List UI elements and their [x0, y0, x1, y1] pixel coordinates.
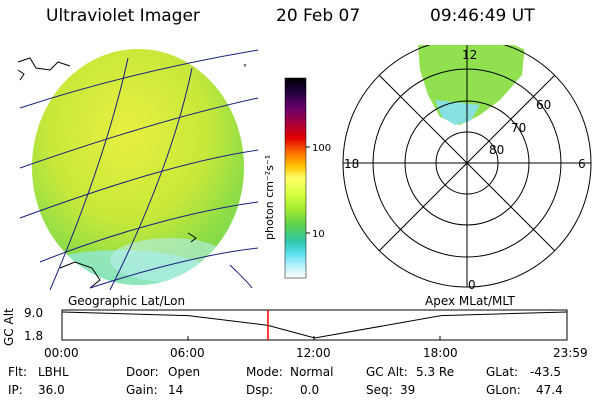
gain-label: Gain: [126, 383, 158, 397]
dsp-label: Dsp: [246, 383, 274, 397]
time-label: 09:46:49 UT [430, 6, 535, 26]
gc-alt-label: GC Alt: [366, 365, 408, 379]
geo-panel-label: Geographic Lat/Lon [68, 294, 186, 308]
filter-value: LBHL [38, 365, 69, 379]
earth-disk [32, 49, 244, 285]
colorbar-gradient [284, 77, 307, 279]
timeline-ylabel: GC Alt [2, 308, 16, 346]
glon-label: GLon: [486, 383, 521, 397]
auroral-cyan [435, 100, 480, 125]
glon-value: 47.4 [536, 383, 563, 397]
geographic-image-panel: ° [17, 49, 259, 290]
coastlines [17, 57, 197, 289]
gc-alt-value: 5.3 Re [416, 365, 455, 379]
instrument-title: Ultraviolet Imager [46, 6, 200, 26]
door-label: Door: [126, 365, 159, 379]
mode-label: Mode: [246, 365, 283, 379]
filter-label: Flt: [8, 365, 27, 379]
mode-value: Normal [290, 365, 334, 379]
dsp-value: 0.0 [300, 383, 320, 397]
seq-label: Seq: [366, 383, 393, 397]
mlt-label-18: 18 [344, 157, 359, 171]
polar-panel-label: Apex MLat/MLT [425, 294, 515, 308]
lat-label-70: 70 [511, 121, 526, 135]
glat-value: -43.5 [530, 365, 562, 379]
timeline-ytick-bottom: 1.8 [24, 329, 44, 343]
lat-label-80: 80 [489, 143, 504, 157]
small-dot: ° [243, 63, 247, 72]
mlt-label-12: 12 [462, 48, 477, 62]
colorbar-label: photon cm⁻²s⁻¹ [263, 154, 276, 240]
seq-value: 39 [400, 383, 416, 397]
mlt-label-6: 6 [578, 157, 586, 171]
gain-value: 14 [168, 383, 184, 397]
timeline-chart [61, 309, 568, 341]
polar-map-panel: 12 18 6 0 60 70 80 [342, 45, 592, 292]
timeline-xtick-2359: 23:59 [553, 346, 588, 360]
timeline-xtick-0000: 00:00 [44, 346, 79, 360]
timeline-xtick-1800: 18:00 [423, 346, 458, 360]
lat-label-60: 60 [536, 98, 551, 112]
colorbar: 100 10 [284, 77, 331, 279]
disk-light-patch [110, 238, 230, 282]
timeline-ytick-top: 9.0 [24, 306, 44, 320]
glat-label: GLat: [486, 365, 519, 379]
timeline-xtick-0600: 06:00 [170, 346, 205, 360]
timeline-xtick-1200: 12:00 [296, 346, 331, 360]
ip-value: 36.0 [38, 383, 65, 397]
date-label: 20 Feb 07 [276, 6, 361, 26]
mlt-label-0: 0 [468, 278, 476, 292]
lat-lon-grid [19, 49, 259, 290]
colorbar-tick-100: 100 [312, 143, 331, 154]
colorbar-tick-10: 10 [312, 229, 325, 240]
ip-label: IP: [8, 383, 23, 397]
altitude-curve [61, 311, 568, 339]
door-value: Open [168, 365, 201, 379]
